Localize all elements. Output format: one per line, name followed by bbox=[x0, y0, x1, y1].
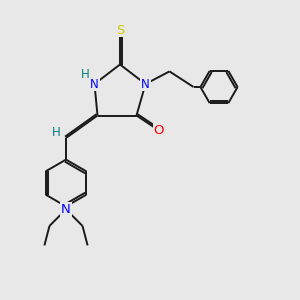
Text: H: H bbox=[80, 68, 89, 82]
Text: N: N bbox=[90, 77, 99, 91]
Text: H: H bbox=[52, 126, 61, 139]
Text: N: N bbox=[61, 203, 71, 216]
Text: O: O bbox=[154, 124, 164, 137]
Text: S: S bbox=[116, 23, 124, 37]
Text: N: N bbox=[141, 77, 150, 91]
